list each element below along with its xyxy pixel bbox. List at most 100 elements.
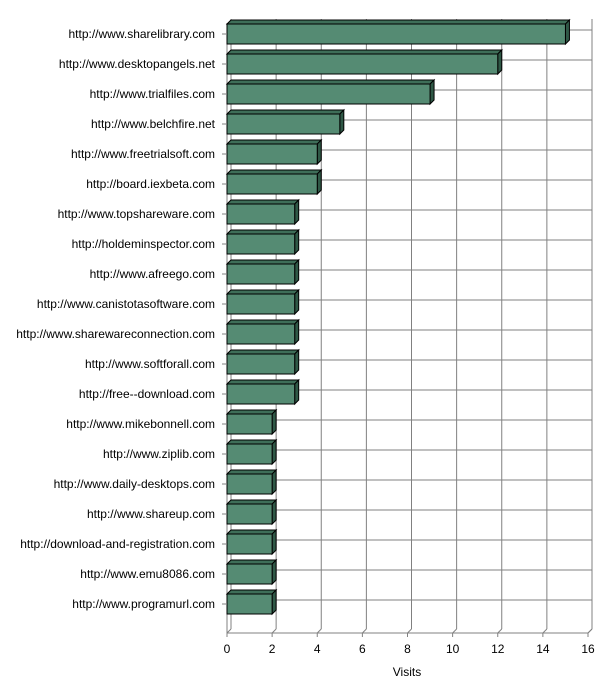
bar (225, 348, 300, 376)
bar-side (271, 498, 277, 526)
bar-front (226, 473, 273, 495)
category-label: http://www.ziplib.com (103, 447, 215, 461)
bar-top (225, 439, 278, 445)
bar (225, 198, 300, 226)
bar-side (294, 378, 300, 406)
bar-top (225, 379, 300, 385)
bar (225, 78, 436, 106)
bar-top (225, 589, 278, 595)
bar-top (225, 19, 571, 25)
bar-front (226, 23, 566, 45)
bar-front (226, 323, 296, 345)
floor-edge (587, 628, 593, 634)
floor-gridline (271, 628, 277, 634)
category-label: http://free--download.com (79, 387, 215, 401)
x-tick-label: 14 (536, 642, 550, 656)
bar-side (294, 228, 300, 256)
bar-front (226, 53, 499, 75)
bar-side (271, 408, 277, 436)
bar-top (225, 49, 503, 55)
floor-gridline (407, 628, 412, 634)
bar-front (226, 443, 273, 465)
category-label: http://www.canistotasoftware.com (37, 297, 215, 311)
category-label: http://www.sharewareconnection.com (16, 327, 215, 341)
category-label: http://www.emu8086.com (80, 567, 215, 581)
category-label: http://www.shareup.com (87, 507, 215, 521)
category-label: http://www.programurl.com (72, 597, 215, 611)
x-tick-label: 8 (404, 642, 411, 656)
bar-side (271, 558, 277, 586)
bar (225, 408, 278, 436)
bar (225, 228, 300, 256)
bar (225, 168, 323, 196)
bar-top (225, 199, 300, 205)
bar-side (294, 288, 300, 316)
x-tick-label: 4 (314, 642, 321, 656)
bar-front (226, 173, 318, 195)
bar (225, 498, 278, 526)
x-tick-label: 2 (269, 642, 276, 656)
category-label: http://www.afreego.com (90, 267, 215, 281)
bar (225, 588, 278, 616)
bar-top (225, 289, 300, 295)
bar-top (225, 319, 300, 325)
category-label: http://www.belchfire.net (91, 117, 216, 131)
bar (225, 48, 503, 76)
bar-top (225, 559, 278, 565)
bar (225, 288, 300, 316)
bar-front (226, 113, 341, 135)
bar-front (226, 293, 296, 315)
floor-gridline (542, 628, 548, 634)
floor-gridline (316, 628, 322, 634)
bar-side (339, 108, 345, 136)
bar (225, 468, 278, 496)
bar-front (226, 593, 273, 615)
bar-top (225, 529, 278, 535)
bars (225, 18, 571, 616)
category-labels: http://www.sharelibrary.com http://www.de… (16, 27, 227, 611)
bar-front (226, 233, 296, 255)
bar (225, 18, 571, 46)
bar-side (497, 48, 503, 76)
bar-side (294, 258, 300, 286)
bar-side (294, 198, 300, 226)
category-label: http://board.iexbeta.com (86, 177, 215, 191)
bar-front (226, 203, 296, 225)
bar (225, 438, 278, 466)
bar-side (271, 588, 277, 616)
bar-front (226, 83, 431, 105)
bar (225, 258, 300, 286)
bar (225, 318, 300, 346)
floor-gridline (226, 628, 232, 634)
bar (225, 108, 346, 136)
bar (225, 138, 323, 166)
floor-gridline (362, 628, 367, 634)
bar-top (225, 409, 278, 415)
category-label: http://www.trialfiles.com (90, 87, 215, 101)
x-tick-label: 6 (359, 642, 366, 656)
bar (225, 378, 300, 406)
bar-front (226, 353, 296, 375)
x-tick-label: 16 (581, 642, 595, 656)
bar-side (271, 528, 277, 556)
x-axis-title: Visits (393, 665, 421, 679)
bar-side (316, 138, 322, 166)
bar-top (225, 499, 278, 505)
bar-side (294, 348, 300, 376)
bar-front (226, 263, 296, 285)
bar (225, 558, 278, 586)
bar (225, 528, 278, 556)
category-label: http://www.desktopangels.net (59, 57, 216, 71)
bar-front (226, 533, 273, 555)
bar-front (226, 563, 273, 585)
x-tick-labels: 0 2 4 6 8 10 12 14 16 (224, 642, 595, 656)
bar-front (226, 503, 273, 525)
bar-front (226, 383, 296, 405)
category-label: http://www.daily-desktops.com (54, 477, 215, 491)
gridlines (226, 19, 593, 637)
floor-gridline (452, 628, 457, 634)
bar-front (226, 143, 318, 165)
category-label: http://www.softforall.com (85, 357, 215, 371)
bar-top (225, 79, 436, 85)
